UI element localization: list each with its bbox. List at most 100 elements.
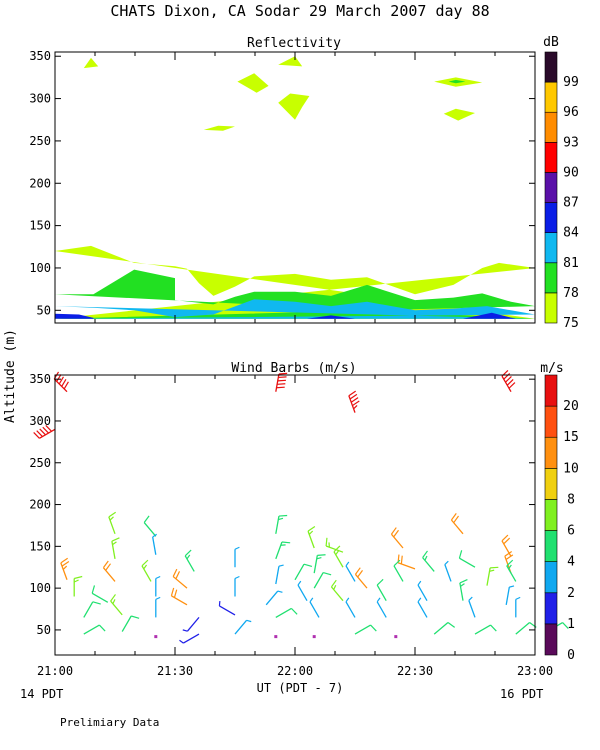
wind-barb bbox=[417, 580, 428, 601]
barb-staff bbox=[234, 619, 248, 635]
wind-barb bbox=[345, 597, 356, 618]
barb-feather bbox=[316, 557, 322, 560]
barb-staff bbox=[184, 555, 195, 572]
barb-staff bbox=[172, 576, 188, 589]
barb-staff bbox=[333, 551, 344, 568]
barb-staff bbox=[468, 600, 476, 618]
reflectivity-patch-75 bbox=[278, 93, 310, 120]
barb-feather bbox=[278, 376, 287, 379]
reflectivity-axes: 50 100 150 200 250 300 350 bbox=[29, 49, 536, 324]
wind-barb bbox=[141, 559, 152, 582]
barb-feather bbox=[61, 561, 70, 567]
barb-staff bbox=[390, 533, 404, 549]
wind-barb bbox=[459, 579, 468, 601]
barb-feather bbox=[376, 597, 381, 603]
barb-feather bbox=[61, 379, 67, 387]
wind-colorbar-label: 15 bbox=[563, 430, 579, 445]
reflectivity-colorbar-label: 99 bbox=[563, 75, 579, 90]
wind-frame bbox=[54, 374, 536, 656]
barb-feather bbox=[330, 579, 337, 588]
barb-feather bbox=[143, 564, 148, 570]
barb-staff bbox=[422, 557, 435, 572]
wind-barb bbox=[152, 533, 157, 555]
reflectivity-layers bbox=[55, 56, 535, 319]
wind-barb bbox=[143, 515, 157, 537]
barb-feather bbox=[447, 622, 456, 628]
barb-staff bbox=[91, 592, 109, 603]
barb-feather bbox=[390, 527, 397, 535]
barb-staff bbox=[275, 607, 292, 618]
barb-feather bbox=[105, 563, 112, 571]
barb-staff bbox=[102, 567, 116, 582]
barb-feather bbox=[281, 541, 291, 544]
wind-barb bbox=[121, 615, 140, 632]
barb-feather bbox=[278, 514, 288, 517]
barb-feather bbox=[503, 372, 511, 380]
reflectivity-colorbar-label: 93 bbox=[563, 135, 579, 150]
wind-xtick-label: 21:30 bbox=[157, 664, 193, 678]
barb-feather bbox=[172, 568, 178, 577]
barb-feather bbox=[505, 554, 514, 560]
barb-feather bbox=[509, 585, 515, 588]
barb-staff bbox=[152, 536, 157, 555]
wind-barb bbox=[417, 597, 428, 618]
barb-feather bbox=[352, 400, 360, 407]
barb-feather bbox=[504, 551, 513, 557]
barb-staff bbox=[459, 557, 476, 568]
wind-colorbar-swatch bbox=[544, 374, 558, 407]
wind-barb bbox=[501, 369, 516, 393]
barb-feather bbox=[182, 629, 188, 632]
wind-barb bbox=[444, 560, 452, 582]
wind-barb bbox=[275, 541, 291, 560]
barb-feather bbox=[131, 615, 140, 619]
reflectivity-patch-78 bbox=[448, 79, 466, 84]
barb-staff bbox=[354, 624, 371, 635]
barb-staff bbox=[506, 565, 517, 582]
barb-feather bbox=[348, 390, 357, 397]
wind-barb bbox=[234, 619, 252, 635]
barb-feather bbox=[508, 382, 516, 389]
wind-barb bbox=[333, 545, 344, 568]
barb-staff bbox=[186, 616, 200, 632]
barb-feather bbox=[277, 383, 286, 385]
barb-feather bbox=[508, 564, 512, 570]
barb-staff bbox=[219, 605, 236, 616]
barb-feather bbox=[345, 597, 350, 603]
barb-staff bbox=[515, 622, 531, 635]
barb-feather bbox=[39, 428, 46, 436]
barb-staff bbox=[313, 572, 324, 589]
wind-colorbar-swatch bbox=[544, 405, 558, 438]
reflectivity-colorbar-swatch bbox=[544, 81, 558, 113]
wind-barb bbox=[170, 587, 188, 606]
barb-feather bbox=[417, 580, 422, 586]
wind-colorbar-label: 0 bbox=[567, 648, 575, 663]
reflectivity-band-75 bbox=[55, 245, 535, 319]
wind-barb bbox=[33, 424, 56, 439]
reflectivity-ytick-label: 200 bbox=[29, 176, 51, 190]
wind-barb bbox=[275, 514, 288, 534]
barb-feather bbox=[73, 579, 79, 583]
barb-feather bbox=[417, 597, 422, 603]
barb-feather bbox=[278, 372, 288, 375]
calm-marker bbox=[154, 635, 158, 639]
wind-barb bbox=[275, 372, 288, 392]
barb-feather bbox=[141, 559, 149, 567]
reflectivity-colorbar-label: 78 bbox=[563, 286, 579, 301]
barb-feather bbox=[36, 430, 43, 437]
barb-feather bbox=[515, 596, 521, 600]
barb-feather bbox=[333, 545, 341, 553]
barb-staff bbox=[141, 565, 152, 582]
barb-feather bbox=[112, 599, 116, 605]
barb-feather bbox=[173, 589, 178, 598]
barb-feather bbox=[74, 575, 83, 580]
barb-feather bbox=[357, 569, 364, 578]
barb-feather bbox=[350, 397, 359, 403]
barb-feather bbox=[58, 376, 64, 385]
wind-barb bbox=[184, 549, 195, 572]
x-axis-title: UT (PDT - 7) bbox=[257, 681, 344, 695]
barb-feather bbox=[453, 515, 460, 524]
reflectivity-colorbar-label: 75 bbox=[563, 316, 579, 331]
wind-barb bbox=[155, 575, 161, 597]
wind-barb bbox=[515, 622, 537, 635]
